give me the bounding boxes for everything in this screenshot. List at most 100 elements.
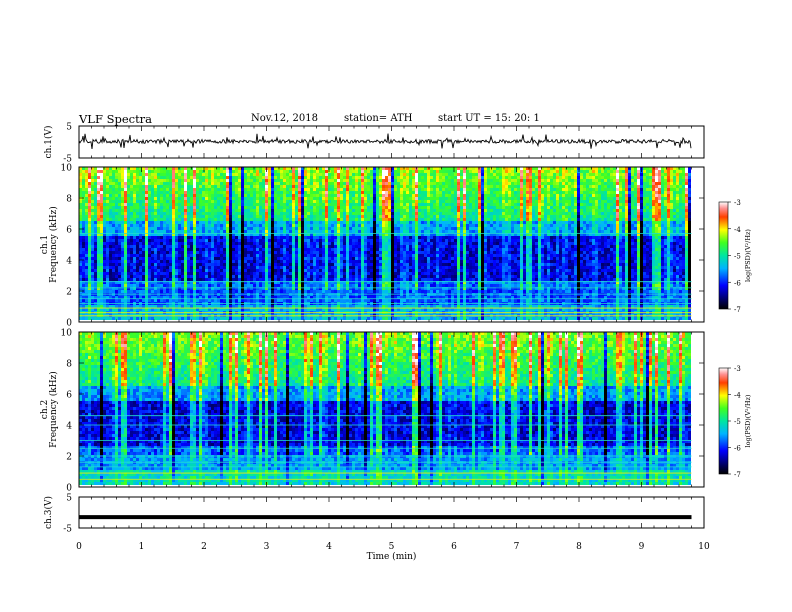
spectrogram-cell <box>286 179 289 182</box>
spectrogram-cell <box>316 266 319 269</box>
spectrogram-cell <box>226 281 229 284</box>
spectrogram-cell <box>259 275 262 278</box>
spectrogram-cell <box>223 179 226 182</box>
spectrogram-cell <box>157 272 160 275</box>
spectrogram-cell <box>199 215 202 218</box>
spectrogram-cell <box>130 206 133 209</box>
spectrogram-cell <box>253 233 256 236</box>
spectrogram-cell <box>316 203 319 206</box>
spectrogram-cell <box>196 185 199 188</box>
spectrogram-cell <box>268 245 271 248</box>
spectrogram-cell <box>244 254 247 257</box>
spectrogram-cell <box>142 299 145 302</box>
spectrogram-cell <box>298 215 301 218</box>
spectrogram-cell <box>121 170 124 173</box>
spectrogram-cell <box>130 239 133 242</box>
spectrogram-cell <box>88 239 91 242</box>
spectrogram-cell <box>142 197 145 200</box>
spectrogram-cell <box>142 227 145 230</box>
spectrogram-cell <box>298 260 301 263</box>
spectrogram-cell <box>172 194 175 197</box>
spectrogram-cell <box>283 245 286 248</box>
spectrogram-cell <box>223 284 226 287</box>
spectrogram-cell <box>256 209 259 212</box>
spectrogram-cell <box>223 185 226 188</box>
spectrogram-cell <box>259 227 262 230</box>
spectrogram-cell <box>217 179 220 182</box>
spectrogram-cell <box>217 251 220 254</box>
spectrogram-cell <box>319 197 322 200</box>
spectrogram-cell <box>229 248 232 251</box>
spectrogram-cell <box>145 227 148 230</box>
spectrogram-cell <box>361 197 364 200</box>
spectrogram-cell <box>163 167 166 170</box>
spectrogram-cell <box>232 296 235 299</box>
spectrogram-cell <box>334 221 337 224</box>
spectrogram-cell <box>94 242 97 245</box>
spectrogram-cell <box>241 281 244 284</box>
spectrogram-cell <box>124 227 127 230</box>
spectrogram-cell <box>223 260 226 263</box>
spectrogram-cell <box>340 263 343 266</box>
spectrogram-cell <box>367 254 370 257</box>
spectrogram-cell <box>334 200 337 203</box>
spectrogram-cell <box>235 188 238 191</box>
spectrogram-cell <box>166 299 169 302</box>
spectrogram-cell <box>157 263 160 266</box>
spectrogram-cell <box>169 272 172 275</box>
spectrogram-cell <box>124 185 127 188</box>
spectrogram-cell <box>262 245 265 248</box>
spectrogram-cell <box>139 194 142 197</box>
spectrogram-cell <box>262 305 265 308</box>
spectrogram-cell <box>313 218 316 221</box>
spectrogram-cell <box>346 269 349 272</box>
spectrogram-cell <box>115 254 118 257</box>
spectrogram-cell <box>286 266 289 269</box>
spectrogram-cell <box>256 182 259 185</box>
spectrogram-cell <box>316 275 319 278</box>
spectrogram-cell <box>127 221 130 224</box>
spectrogram-cell <box>364 281 367 284</box>
spectrogram-cell <box>265 278 268 281</box>
spectrogram-cell <box>370 272 373 275</box>
spectrogram-cell <box>220 179 223 182</box>
spectrogram-cell <box>256 308 259 311</box>
spectrogram-cell <box>115 278 118 281</box>
spectrogram-cell <box>304 176 307 179</box>
spectrogram-cell <box>127 236 130 239</box>
spectrogram-cell <box>160 167 163 170</box>
spectrogram-cell <box>265 260 268 263</box>
spectrogram-cell <box>262 197 265 200</box>
spectrogram-cell <box>316 212 319 215</box>
spectrogram-cell <box>343 212 346 215</box>
spectrogram-cell <box>343 236 346 239</box>
spectrogram-cell <box>226 290 229 293</box>
spectrogram-cell <box>184 287 187 290</box>
spectrogram-cell <box>229 191 232 194</box>
spectrogram-cell <box>133 305 136 308</box>
spectrogram-cell <box>85 173 88 176</box>
spectrogram-cell <box>193 203 196 206</box>
spectrogram-cell <box>166 200 169 203</box>
spectrogram-cell <box>304 257 307 260</box>
spectrogram-cell <box>250 230 253 233</box>
spectrogram-cell <box>169 191 172 194</box>
spectrogram-cell <box>205 305 208 308</box>
spectrogram-cell <box>268 239 271 242</box>
spectrogram-cell <box>280 284 283 287</box>
spectrogram-cell <box>148 269 151 272</box>
spectrogram-cell <box>109 173 112 176</box>
spectrogram-cell <box>244 305 247 308</box>
spectrogram-cell <box>316 176 319 179</box>
spectrogram-cell <box>199 239 202 242</box>
spectrogram-cell <box>334 230 337 233</box>
spectrogram-cell <box>292 248 295 251</box>
spectrogram-cell <box>163 296 166 299</box>
spectrogram-cell <box>199 251 202 254</box>
spectrogram-cell <box>112 272 115 275</box>
spectrogram-cell <box>277 278 280 281</box>
spectrogram-cell <box>295 269 298 272</box>
spectrogram-cell <box>160 239 163 242</box>
spectrogram-cell <box>355 266 358 269</box>
spectrogram-cell <box>142 269 145 272</box>
